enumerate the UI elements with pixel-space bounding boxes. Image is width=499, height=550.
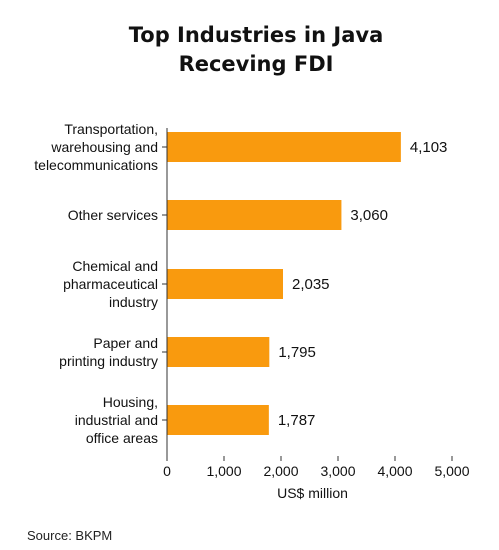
x-tick-label-5: 4,000 bbox=[377, 463, 412, 479]
x-tick-label-2: 1,000 bbox=[206, 463, 241, 479]
chart-title-line-1: Top Industries in Java bbox=[128, 23, 384, 47]
category-label-2: Other services bbox=[68, 207, 158, 223]
bar-2 bbox=[167, 200, 342, 230]
x-axis-label: US$ million bbox=[277, 485, 348, 501]
bar-3 bbox=[167, 269, 283, 299]
value-label-5: 1,787 bbox=[278, 412, 316, 429]
x-tick-label-6: 5,000 bbox=[434, 463, 469, 479]
category-label-3: Chemical and pharmaceutical industry bbox=[63, 258, 158, 310]
bar-chart: 4,103 Transportation, warehousing and telec… bbox=[34, 121, 469, 501]
category-label-1: Transportation, warehousing and telecommun… bbox=[34, 121, 158, 173]
bar-4 bbox=[167, 337, 270, 367]
value-label-1: 4,103 bbox=[410, 139, 448, 156]
bar-1 bbox=[167, 132, 401, 162]
bar-5 bbox=[167, 405, 269, 435]
x-tick-label-1: 0 bbox=[163, 463, 171, 479]
value-label-4: 1,795 bbox=[278, 344, 316, 361]
chart-title: Top Industries in Java Receving FDI bbox=[0, 21, 499, 79]
chart-title-line-2: Receving FDI bbox=[178, 52, 334, 76]
value-label-3: 2,035 bbox=[292, 276, 330, 293]
x-tick-label-3: 2,000 bbox=[263, 463, 298, 479]
x-tick-label-4: 3,000 bbox=[320, 463, 355, 479]
source-note: Source: BKPM bbox=[27, 528, 113, 543]
value-label-2: 3,060 bbox=[350, 207, 388, 224]
category-label-4: Paper and printing industry bbox=[59, 335, 158, 369]
category-label-5: Housing, industrial and office areas bbox=[75, 394, 158, 446]
